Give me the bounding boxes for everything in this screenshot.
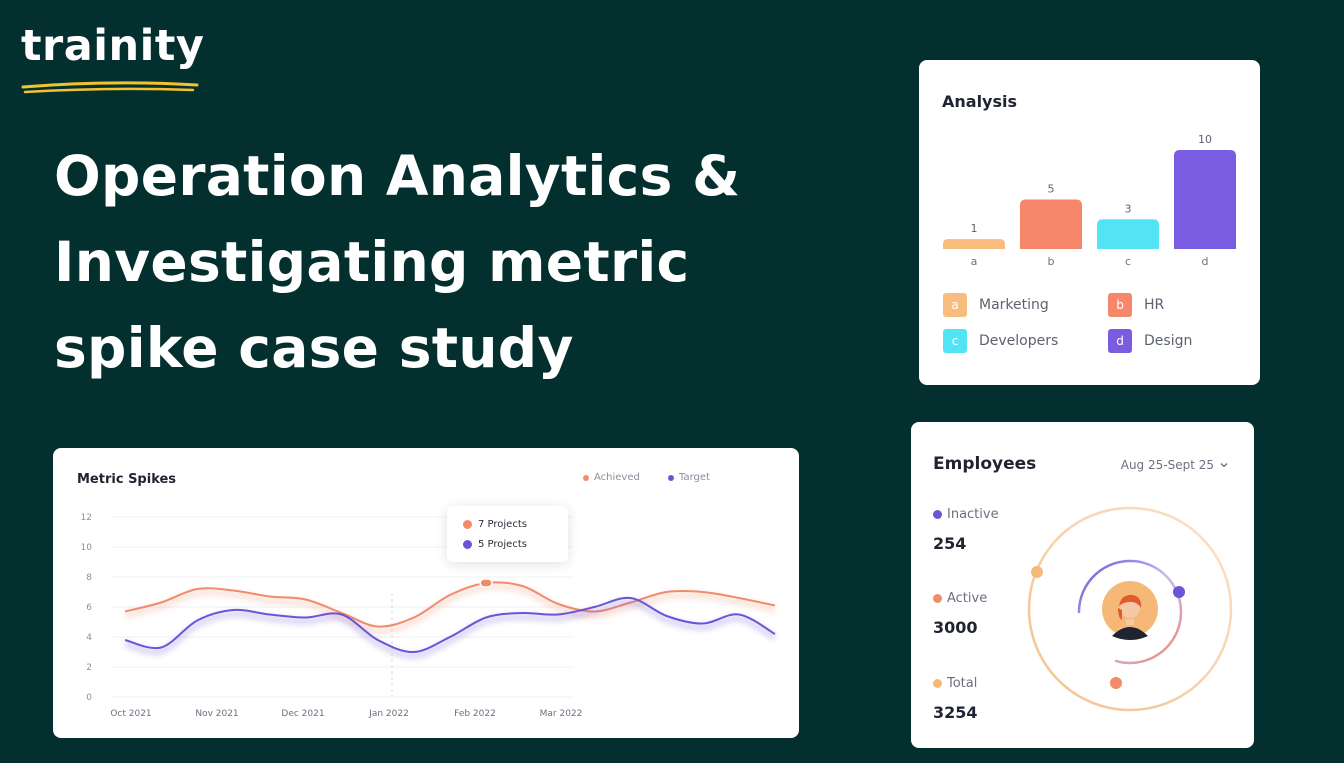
legend-item-marketing: a Marketing [943,293,1049,317]
brand-logo: trainity [21,18,205,94]
legend-label: Achieved [594,472,640,483]
stat-total: Total 3254 [933,676,978,722]
analysis-card: Analysis 1 a 5 b 3 c 10 d a Marketing b HR c De… [919,60,1260,385]
stat-label: Active [933,591,987,606]
x-tick-label: Dec 2021 [281,709,324,719]
y-tick-label: 12 [81,513,92,523]
dot-icon [933,594,942,603]
hover-point-marker[interactable] [479,578,493,588]
stat-inactive: Inactive 254 [933,507,999,553]
analysis-bar-chart: 1 a 5 b 3 c 10 d [943,133,1236,268]
x-tick-label: Feb 2022 [454,709,496,719]
series-line-target [124,596,776,654]
stat-value: 3000 [933,618,978,637]
legend-item-design: d Design [1108,329,1192,353]
page-title-line: Operation Analytics & [54,144,741,208]
stat-label: Inactive [933,507,999,522]
series-glow-target [124,598,777,660]
legend-swatch: b [1108,293,1132,317]
bar-b [1020,199,1082,249]
legend-item-developers: c Developers [943,329,1058,353]
page-title-line: spike case study [54,316,574,380]
stat-label: Total [933,676,978,691]
legend-swatch: d [1108,329,1132,353]
date-range-value: Aug 25-Sept 25 [1120,458,1214,472]
tooltip-achieved-value: 7 Projects [478,519,527,530]
metric-title: Metric Spikes [77,472,177,487]
stat-label-text: Inactive [947,507,999,522]
bar-value-label: 3 [1125,202,1132,215]
y-tick-label: 8 [86,573,92,583]
tooltip-target: 5 Projects [463,539,527,550]
bar-value-label: 5 [1048,183,1055,196]
bar-category-label: c [1125,255,1131,268]
legend-target: Target [668,472,710,483]
legend-item-hr: b HR [1108,293,1164,317]
series-glow-achieved [124,583,776,634]
orbit-dot-active [1110,677,1122,689]
dot-icon [933,510,942,519]
bar-value-label: 10 [1198,133,1212,146]
dot-icon [583,474,589,481]
stat-value: 3254 [933,703,978,722]
legend-swatch: c [943,329,967,353]
x-tick-label: Jan 2022 [368,709,409,719]
legend-achieved: Achieved [583,472,640,483]
bar-d [1174,150,1236,249]
legend-label: Design [1144,333,1193,349]
y-tick-label: 0 [86,693,92,703]
dot-icon [668,474,674,481]
y-tick-label: 10 [81,543,93,553]
tooltip-achieved: 7 Projects [463,519,527,530]
employee-orbit-graphic [1027,506,1233,712]
y-tick-label: 6 [86,603,92,613]
employees-card: Employees Aug 25-Sept 25 Inactive 254 Ac… [911,422,1254,748]
stat-label-text: Total [947,676,978,691]
x-tick-label: Nov 2021 [195,709,238,719]
bar-category-label: a [971,255,978,268]
stat-active: Active 3000 [933,591,987,637]
analysis-title: Analysis [942,92,1018,111]
tooltip-target-value: 5 Projects [478,539,527,550]
legend-label: Developers [979,333,1059,349]
x-tick-label: Oct 2021 [110,709,151,719]
metric-line-chart: 12 10 8 6 4 2 0 Oct 2021 Nov 2021 Dec 2021 Jan 202… [81,513,777,719]
bar-category-label: d [1202,255,1209,268]
page-title-line: Investigating metric [54,230,690,294]
brand-name: trainity [21,21,205,71]
orbit-dot-total [1031,566,1043,578]
dot-icon [933,679,942,688]
bar-value-label: 1 [971,222,978,235]
series-line-achieved [124,581,776,628]
legend-label: HR [1144,297,1165,313]
dot-icon [463,520,472,529]
legend-swatch: a [943,293,967,317]
legend-label: Target [679,472,710,483]
outer-orbit-ring [1027,506,1233,712]
stat-value: 254 [933,534,967,553]
brand-underline-icon [21,81,199,94]
orbit-dot-inactive [1173,586,1185,598]
dot-icon [463,540,472,549]
legend-label: Marketing [979,297,1049,313]
bar-category-label: b [1048,255,1055,268]
inner-orbit-arc [1077,559,1183,665]
bar-c [1097,219,1159,249]
chart-tooltip: 7 Projects 5 Projects [447,506,568,562]
page-title: Operation Analytics & Investigating metr… [54,133,774,391]
date-range-dropdown[interactable]: Aug 25-Sept 25 [1121,458,1230,472]
employees-title: Employees [933,454,1037,474]
y-tick-label: 2 [86,663,92,673]
metric-spikes-card: 12 10 8 6 4 2 0 Oct 2021 Nov 2021 Dec 2021 Jan 202… [53,448,799,738]
bar-a [943,239,1005,249]
stat-label-text: Active [947,591,988,606]
y-tick-label: 4 [86,633,92,643]
chevron-down-icon [1220,463,1228,468]
avatar [1102,581,1158,640]
x-tick-label: Mar 2022 [540,709,583,719]
